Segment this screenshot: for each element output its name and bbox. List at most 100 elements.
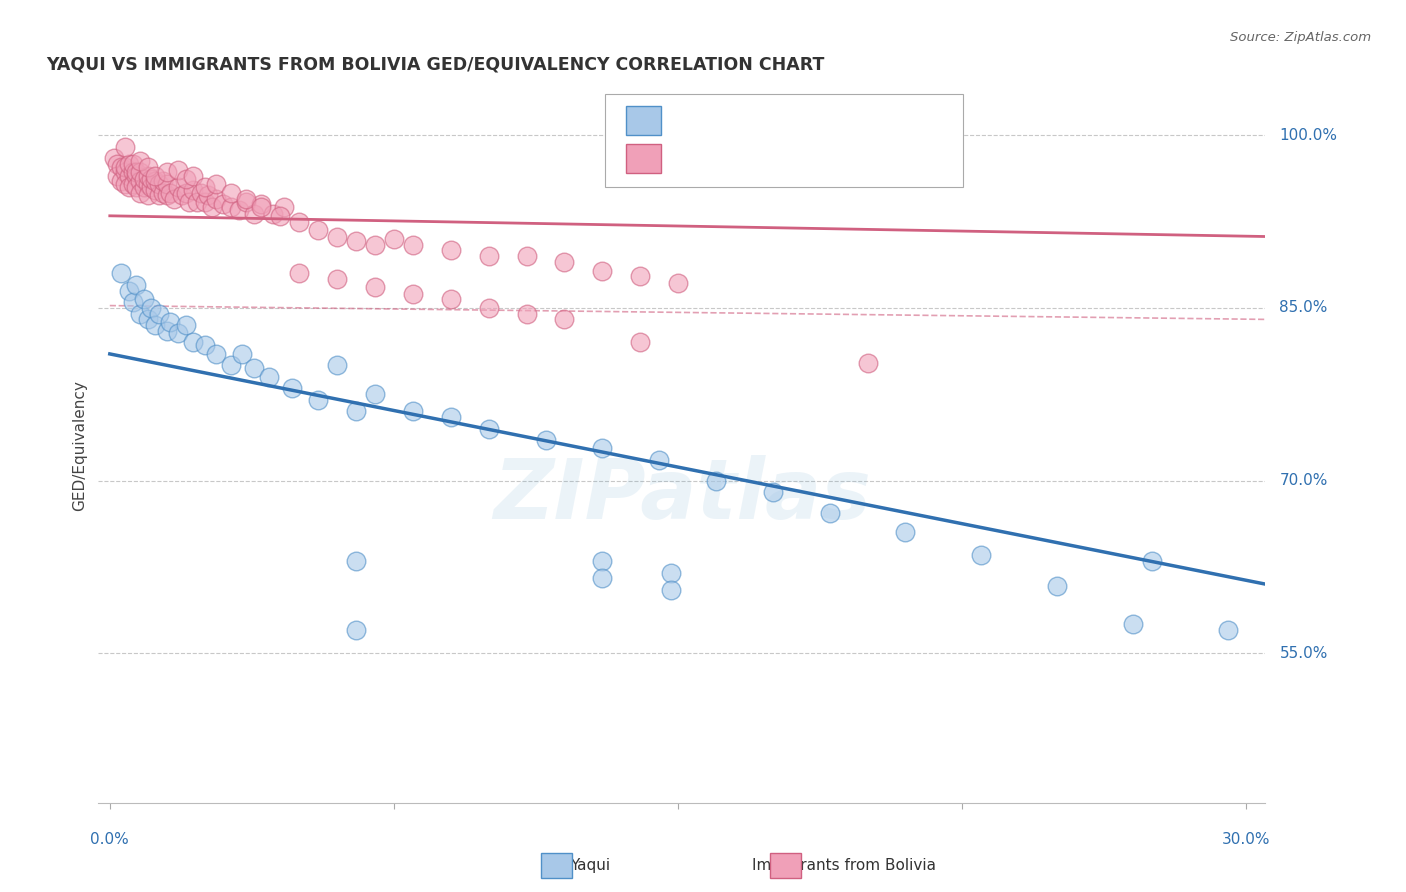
Point — [970, 549, 993, 563]
Point — [553, 312, 575, 326]
Point — [159, 186, 181, 200]
Point — [628, 335, 651, 350]
Point — [121, 295, 143, 310]
Point — [148, 188, 170, 202]
Point — [110, 266, 132, 280]
Y-axis label: GED/Equivalency: GED/Equivalency — [72, 381, 87, 511]
Text: -0.286: -0.286 — [700, 112, 759, 131]
Point — [105, 157, 128, 171]
Point — [143, 184, 166, 198]
Point — [118, 169, 141, 183]
Point — [402, 287, 425, 301]
Text: 40: 40 — [813, 112, 835, 131]
Point — [125, 165, 148, 179]
Point — [205, 347, 228, 361]
Point — [148, 307, 170, 321]
Point — [129, 153, 152, 168]
Point — [326, 229, 349, 244]
Point — [141, 172, 163, 186]
Point — [591, 554, 613, 568]
Point — [1046, 579, 1069, 593]
Point — [156, 324, 179, 338]
Point — [114, 165, 136, 179]
Point — [364, 387, 387, 401]
Text: YAQUI VS IMMIGRANTS FROM BOLIVIA GED/EQUIVALENCY CORRELATION CHART: YAQUI VS IMMIGRANTS FROM BOLIVIA GED/EQU… — [46, 56, 824, 74]
Point — [141, 301, 163, 315]
Point — [136, 188, 159, 202]
Point — [190, 186, 212, 200]
Point — [129, 186, 152, 200]
Point — [591, 571, 613, 585]
Point — [1122, 617, 1144, 632]
Point — [288, 214, 311, 228]
Point — [242, 206, 264, 220]
Point — [818, 506, 841, 520]
Point — [205, 192, 228, 206]
Point — [181, 169, 204, 183]
Point — [167, 180, 190, 194]
Point — [364, 237, 387, 252]
Point — [156, 165, 179, 179]
Point — [591, 442, 613, 456]
Point — [364, 280, 387, 294]
Point — [156, 177, 179, 191]
Text: Immigrants from Bolivia: Immigrants from Bolivia — [752, 858, 935, 872]
Point — [262, 206, 284, 220]
Point — [193, 180, 215, 194]
Point — [201, 200, 224, 214]
Point — [344, 234, 367, 248]
Point — [132, 172, 155, 186]
Point — [110, 161, 132, 175]
Point — [136, 161, 159, 175]
Point — [1140, 554, 1163, 568]
Text: Yaqui: Yaqui — [571, 858, 610, 872]
Point — [666, 276, 689, 290]
Point — [219, 200, 242, 214]
Point — [402, 404, 425, 418]
Point — [648, 452, 671, 467]
Point — [179, 194, 201, 209]
Point — [235, 192, 257, 206]
Point — [129, 307, 152, 321]
Point — [118, 157, 141, 171]
Point — [193, 194, 215, 209]
Point — [167, 326, 190, 341]
Point — [257, 370, 280, 384]
Point — [242, 360, 264, 375]
Point — [181, 335, 204, 350]
Text: 70.0%: 70.0% — [1279, 473, 1327, 488]
Point — [344, 404, 367, 418]
Point — [219, 359, 242, 373]
Point — [136, 177, 159, 191]
Text: 55.0%: 55.0% — [1279, 646, 1327, 661]
Point — [132, 180, 155, 194]
Point — [856, 356, 879, 370]
Point — [156, 188, 179, 202]
Text: Source: ZipAtlas.com: Source: ZipAtlas.com — [1230, 31, 1371, 45]
Point — [159, 315, 181, 329]
Point — [280, 381, 302, 395]
Point — [163, 192, 186, 206]
Point — [228, 202, 250, 217]
Point — [174, 172, 197, 186]
Point — [326, 272, 349, 286]
Point — [273, 200, 295, 214]
Point — [186, 194, 208, 209]
Point — [659, 582, 682, 597]
Point — [148, 177, 170, 191]
Point — [235, 194, 257, 209]
Point — [440, 292, 463, 306]
Point — [121, 177, 143, 191]
Point — [174, 318, 197, 333]
Point — [143, 169, 166, 183]
Point — [288, 266, 311, 280]
Point — [344, 623, 367, 637]
Point — [129, 165, 152, 179]
Point — [121, 165, 143, 179]
Text: 100.0%: 100.0% — [1279, 128, 1337, 143]
Text: R =: R = — [672, 112, 709, 131]
Point — [344, 554, 367, 568]
Point — [143, 174, 166, 188]
Point — [894, 525, 917, 540]
Point — [307, 392, 329, 407]
